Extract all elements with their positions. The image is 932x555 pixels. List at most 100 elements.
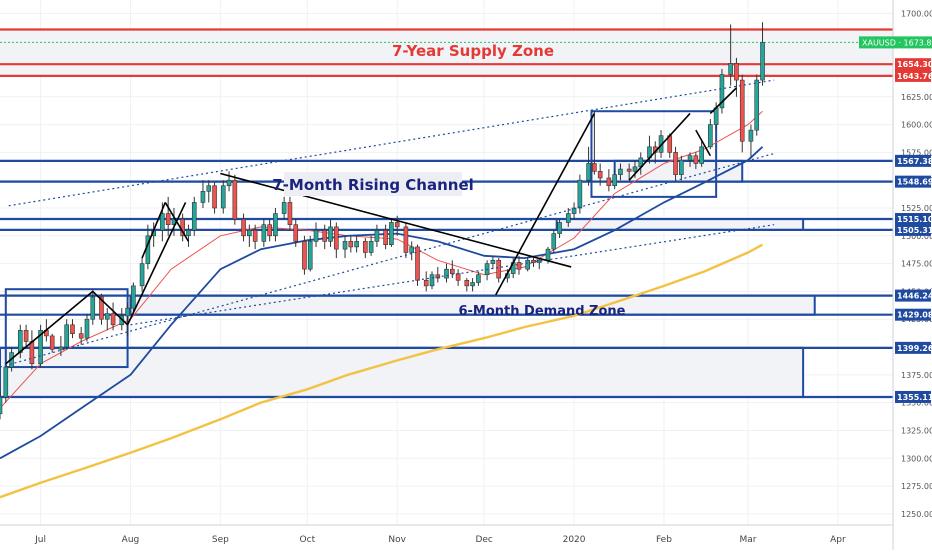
feb-arrow-up <box>628 112 691 181</box>
price-tick-label: 1325.00 <box>901 426 932 435</box>
candle-body <box>632 166 638 172</box>
candle-body <box>90 296 96 320</box>
candle-body <box>449 268 455 274</box>
candle-body <box>673 152 678 175</box>
candle-body <box>389 222 394 246</box>
candle-body <box>220 185 226 209</box>
candle-body <box>191 202 197 231</box>
candle-body <box>565 213 571 223</box>
channel-lower-line <box>130 224 775 326</box>
price-level-tag: 1446.24 <box>897 292 932 301</box>
candle-body <box>267 224 272 237</box>
candle-body <box>348 241 354 248</box>
feb-arrow-down <box>695 129 712 157</box>
candle-body <box>748 129 754 142</box>
price-level-tag-bg <box>895 390 931 403</box>
candle-body <box>247 229 252 237</box>
candle-body <box>368 241 374 253</box>
candle-body <box>679 159 684 175</box>
candle-body <box>423 279 429 287</box>
candle-body <box>165 213 171 225</box>
candle-body <box>739 79 745 142</box>
time-tick-label: Sep <box>212 535 229 545</box>
candle-body <box>273 213 278 237</box>
candle-body <box>557 222 562 234</box>
price-level-tag-bg <box>895 154 931 167</box>
rising-channel-label: 7-Month Rising Channel <box>272 176 474 194</box>
price-tick-label: 1600.00 <box>901 121 932 130</box>
price-level-tag: 1429.08 <box>897 311 932 320</box>
candle-body <box>699 146 704 164</box>
price-level-tag: 1567.38 <box>897 157 932 166</box>
impulse-up-line-jan <box>495 113 596 296</box>
candle-body <box>38 330 43 365</box>
price-level-tag-bg <box>895 223 931 236</box>
price-axis[interactable]: 1250.00 1275.00 1300.00 1325.00 1350.00 1375.… <box>892 0 932 550</box>
price-level-tag: 1643.76 <box>897 72 932 81</box>
price-tick-label: 1525.00 <box>901 204 932 213</box>
candle-body <box>232 179 238 220</box>
candle-body <box>713 107 719 125</box>
candle-body <box>307 241 313 270</box>
price-level-tag: 1548.69 <box>897 178 932 187</box>
price-level-tag-bg <box>895 69 931 82</box>
candles-layer <box>0 22 765 420</box>
price-tick-label: 1575.00 <box>901 148 932 157</box>
candle-body <box>429 274 435 287</box>
candle-body <box>23 330 29 342</box>
candle-body <box>241 218 246 237</box>
price-tick-label: 1250.00 <box>901 510 932 519</box>
last-price-tag-bg <box>859 36 932 49</box>
candle-body <box>78 333 84 339</box>
candle-body <box>334 226 339 250</box>
candle-body <box>525 259 530 270</box>
price-level-tag: 1654.30 <box>897 60 932 69</box>
time-tick-label: Aug <box>122 535 140 545</box>
candle-body <box>160 213 165 231</box>
candle-body <box>734 63 739 81</box>
candle-body <box>719 74 725 109</box>
candle-body <box>383 229 388 246</box>
candle-body <box>322 229 328 242</box>
candle-body <box>125 307 130 317</box>
time-axis[interactable]: Jul Aug Sep Oct Nov Dec 2020 Feb Mar Apr <box>0 524 893 545</box>
candle-body <box>3 366 9 398</box>
channel-middle-line <box>0 152 775 368</box>
july-zigzag-a <box>5 290 94 365</box>
price-levels-layer <box>0 28 893 399</box>
channel-label-bg <box>284 172 462 196</box>
price-tick-label: 1700.00 <box>901 9 932 18</box>
time-tick-label: Jul <box>34 535 46 545</box>
price-level-tag-bg <box>895 175 931 188</box>
zones-layer <box>0 29 893 398</box>
price-tick-label: 1500.00 <box>901 232 932 241</box>
candle-body <box>444 268 449 279</box>
price-tick-label: 1300.00 <box>901 454 932 463</box>
channel-upper-line <box>8 79 775 207</box>
candle-body <box>17 330 23 353</box>
candle-body <box>29 341 35 365</box>
candle-body <box>186 229 191 237</box>
price-level-tag: 1515.10 <box>897 215 932 224</box>
candle-body <box>687 155 693 161</box>
price-level-tag-bg <box>895 58 931 71</box>
candle-body <box>281 202 287 214</box>
price-level-tag: 1505.31 <box>897 226 932 235</box>
candle-body <box>104 313 110 320</box>
january-consolidation-box <box>590 110 718 198</box>
last-price-tag: XAUUSD · 1673.89 <box>862 38 932 47</box>
moving-average-line <box>0 243 764 499</box>
time-tick-label: Nov <box>388 535 406 545</box>
supply-zone-label: 7-Year Supply Zone <box>392 42 554 60</box>
price-tick-label: 1475.00 <box>901 260 932 269</box>
price-level-tag: 1399.26 <box>897 344 932 353</box>
candle-body <box>58 346 64 350</box>
candle-body <box>496 259 501 279</box>
price-level-tag: 1355.11 <box>897 393 932 402</box>
candle-body <box>626 168 632 172</box>
candle-body <box>612 174 617 187</box>
breakout-zone <box>555 218 805 231</box>
candle-body <box>618 168 623 175</box>
price-level-tag-bg <box>895 308 931 321</box>
